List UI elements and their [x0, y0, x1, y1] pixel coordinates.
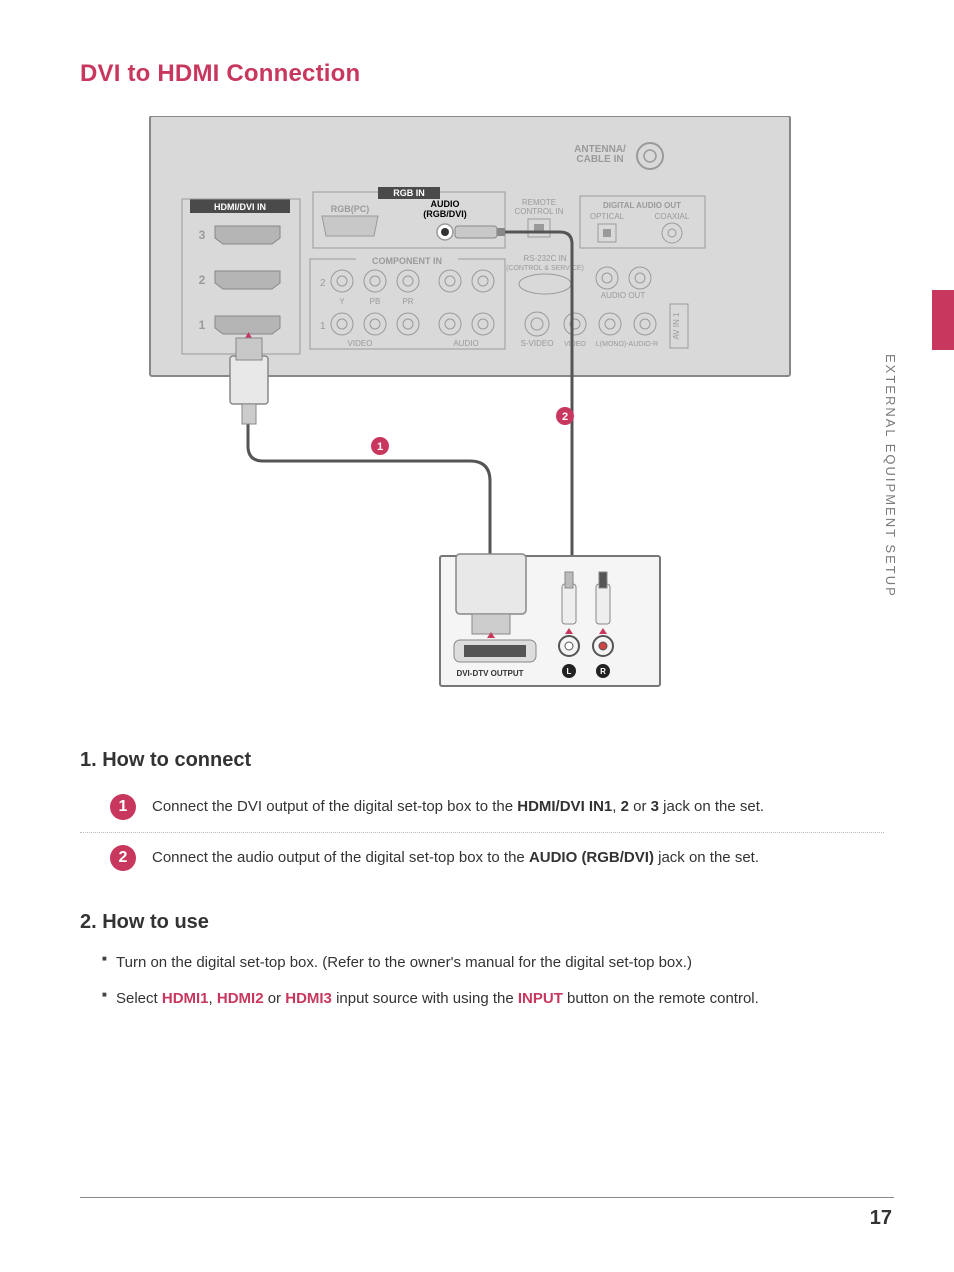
svg-text:RGB(PC): RGB(PC): [331, 204, 370, 214]
svg-text:AV IN 1: AV IN 1: [672, 312, 681, 340]
svg-text:VIDEO: VIDEO: [348, 339, 373, 348]
svg-text:HDMI/DVI IN: HDMI/DVI IN: [214, 202, 266, 212]
diagram-svg: ANTENNA/ CABLE IN RGB IN RGB(PC) AUDIO (…: [110, 116, 800, 696]
step-text: Connect the audio output of the digital …: [152, 847, 759, 870]
svg-text:REMOTE: REMOTE: [522, 198, 556, 207]
svg-text:AUDIO: AUDIO: [431, 199, 460, 209]
svg-text:COAXIAL: COAXIAL: [655, 212, 690, 221]
svg-text:PR: PR: [402, 297, 413, 306]
svg-text:L(MONO)-AUDIO-R: L(MONO)-AUDIO-R: [596, 341, 658, 348]
how-to-use-list: Turn on the digital set-top box. (Refer …: [80, 950, 884, 1011]
svg-text:1: 1: [377, 441, 383, 453]
svg-text:Y: Y: [339, 297, 345, 306]
svg-text:2: 2: [562, 411, 568, 423]
svg-text:OPTICAL: OPTICAL: [590, 212, 625, 221]
svg-text:1: 1: [320, 321, 326, 332]
side-tab: [932, 290, 954, 350]
svg-text:DIGITAL AUDIO OUT: DIGITAL AUDIO OUT: [603, 201, 681, 210]
list-item: Turn on the digital set-top box. (Refer …: [102, 950, 884, 976]
svg-text:L: L: [567, 667, 572, 676]
side-tab-text: EXTERNAL EQUIPMENT SETUP: [883, 354, 898, 598]
page-title: DVI to HDMI Connection: [80, 60, 884, 88]
svg-text:RGB IN: RGB IN: [393, 188, 425, 198]
svg-text:PB: PB: [370, 297, 381, 306]
footer-rule: [80, 1197, 894, 1198]
svg-text:(RGB/DVI): (RGB/DVI): [423, 209, 467, 219]
svg-text:R: R: [600, 667, 606, 676]
connect-step: 2 Connect the audio output of the digita…: [80, 839, 884, 883]
how-to-connect-heading: 1. How to connect: [80, 749, 884, 772]
step-badge: 2: [110, 845, 136, 871]
how-to-use-heading: 2. How to use: [80, 911, 884, 934]
svg-text:S-VIDEO: S-VIDEO: [521, 339, 554, 348]
svg-text:1: 1: [199, 318, 206, 332]
svg-text:3: 3: [199, 228, 206, 242]
connection-diagram: ANTENNA/ CABLE IN RGB IN RGB(PC) AUDIO (…: [110, 116, 800, 701]
svg-text:DVI-DTV OUTPUT: DVI-DTV OUTPUT: [456, 669, 523, 678]
step-text: Connect the DVI output of the digital se…: [152, 796, 764, 819]
svg-text:AUDIO OUT: AUDIO OUT: [601, 291, 646, 300]
connect-step: 1 Connect the DVI output of the digital …: [80, 788, 884, 833]
list-item: Select HDMI1, HDMI2 or HDMI3 input sourc…: [102, 986, 884, 1012]
svg-text:RS-232C IN: RS-232C IN: [523, 254, 566, 263]
svg-text:COMPONENT IN: COMPONENT IN: [372, 256, 442, 266]
step-badge: 1: [110, 794, 136, 820]
svg-text:2: 2: [320, 278, 326, 289]
svg-text:2: 2: [199, 273, 206, 287]
svg-text:CABLE IN: CABLE IN: [576, 154, 623, 165]
svg-text:AUDIO: AUDIO: [453, 339, 478, 348]
page-number: 17: [870, 1207, 892, 1230]
svg-text:VIDEO: VIDEO: [564, 341, 586, 348]
svg-text:CONTROL IN: CONTROL IN: [514, 207, 563, 216]
